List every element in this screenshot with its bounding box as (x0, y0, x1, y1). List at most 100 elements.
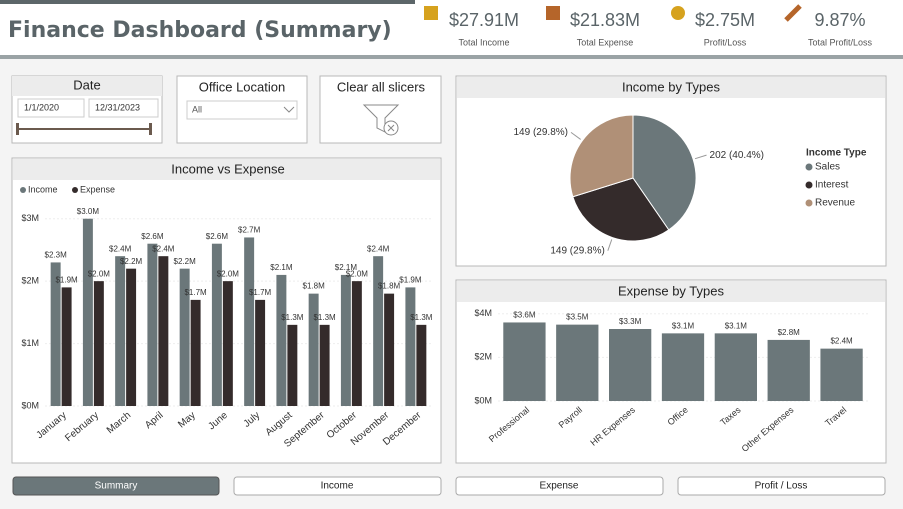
kpi-label: Total Income (458, 37, 509, 47)
data-label: $2.6M (206, 232, 229, 241)
data-label: $2.0M (88, 269, 111, 278)
bar (340, 274, 351, 406)
data-label: $2.4M (367, 244, 390, 253)
bar (179, 268, 190, 406)
kpi-icon (424, 6, 438, 20)
bar (714, 333, 757, 401)
panel[interactable] (319, 75, 442, 144)
chart-title: Income by Types (622, 79, 721, 94)
data-label: $1.7M (249, 288, 272, 297)
header-rule (0, 55, 903, 59)
data-label: $2.2M (174, 257, 197, 266)
panel-strip (13, 159, 440, 180)
data-label: $3.1M (725, 321, 748, 330)
slicer-title: Office Location (199, 79, 285, 94)
data-label: $3.6M (513, 311, 536, 320)
header-bar (0, 0, 415, 4)
legend-swatch (805, 181, 813, 189)
data-label: $2.3M (45, 251, 68, 260)
kpi-label: Total Profit/Loss (808, 37, 873, 47)
bar (50, 262, 61, 406)
kpi-value: $27.91M (449, 10, 519, 30)
nav-label: Profit / Loss (755, 481, 808, 492)
data-label: $2.0M (346, 269, 369, 278)
button-label: Clear all slicers (337, 79, 426, 94)
data-label: $2.4M (109, 244, 132, 253)
data-label: $2.0M (217, 269, 240, 278)
bar (416, 324, 427, 406)
date-slicer[interactable]: Date 1/1/2020 12/31/2023 (11, 75, 163, 144)
y-tick-label: $3M (21, 213, 39, 223)
chart-title: Income vs Expense (171, 161, 284, 176)
bar (661, 333, 705, 401)
data-label: $1.3M (281, 313, 304, 322)
bar (147, 243, 158, 406)
data-label: $2.1M (270, 263, 293, 272)
leader-line (607, 239, 613, 251)
kpi-icon (546, 6, 560, 20)
data-label: $1.3M (313, 313, 336, 322)
kpi-label: Profit/Loss (704, 37, 747, 47)
kpi-icon (671, 6, 685, 20)
nav-button[interactable] (12, 476, 220, 496)
bar (405, 287, 416, 406)
legend-label: Revenue (815, 198, 855, 209)
data-label: $2.2M (120, 257, 143, 266)
legend-swatch (20, 187, 26, 193)
date-input[interactable] (88, 98, 159, 118)
panel-strip (457, 281, 885, 302)
bar (556, 324, 599, 401)
bar (82, 218, 93, 406)
bar (319, 324, 330, 406)
data-label: $1.7M (184, 288, 207, 297)
data-label: $3.3M (619, 317, 642, 326)
bar (244, 237, 255, 406)
nav-button[interactable] (455, 476, 664, 496)
nav-button[interactable] (677, 476, 886, 496)
kpi-label: Total Expense (577, 37, 634, 47)
nav-button[interactable] (233, 476, 442, 496)
chart-title: Expense by Types (618, 283, 724, 298)
dropdown-chevron (283, 106, 295, 113)
bar (384, 293, 395, 406)
bar (503, 322, 546, 401)
bar (820, 348, 863, 401)
bar (373, 256, 384, 406)
data-label: $1.9M (399, 276, 422, 285)
kpi-value: 9.87% (814, 10, 865, 30)
date-input[interactable] (17, 98, 85, 118)
nav: Summary Income Expense Profit / Loss (12, 476, 886, 496)
data-label: 149 (29.8%) (550, 245, 604, 256)
data-label: 149 (29.8%) (514, 127, 568, 138)
nav-label: Summary (95, 481, 138, 492)
legend-swatch (805, 163, 813, 171)
office-slicer[interactable]: Office Location All (176, 75, 308, 144)
panel-strip (457, 77, 885, 98)
clear-slicers[interactable]: Clear all slicers (319, 75, 442, 144)
slider-handle[interactable] (149, 123, 152, 135)
data-label: $1.9M (55, 276, 78, 285)
legend-title: Income Type (806, 148, 867, 159)
slider-handle[interactable] (16, 123, 19, 135)
kpi-icon (784, 4, 802, 22)
kpi-value: $21.83M (570, 10, 640, 30)
pie-slice (632, 114, 697, 231)
data-label: 202 (40.4%) (710, 150, 764, 161)
legend-label: Income (28, 184, 58, 194)
y-tick-label: $2M (474, 352, 492, 362)
bar (255, 299, 266, 406)
bar (609, 329, 652, 401)
data-label: $3.1M (672, 321, 695, 330)
bar (287, 324, 298, 406)
slicer-title: Date (73, 77, 100, 92)
data-label: $2.8M (778, 328, 801, 337)
dropdown[interactable] (186, 100, 298, 120)
legend-swatch (72, 187, 78, 193)
data-label: $1.8M (378, 282, 401, 291)
bar (93, 281, 104, 406)
legend-label: Expense (80, 184, 115, 194)
bar (126, 268, 137, 406)
y-tick-label: $0M (21, 400, 39, 410)
start-date: 1/1/2020 (24, 102, 59, 112)
